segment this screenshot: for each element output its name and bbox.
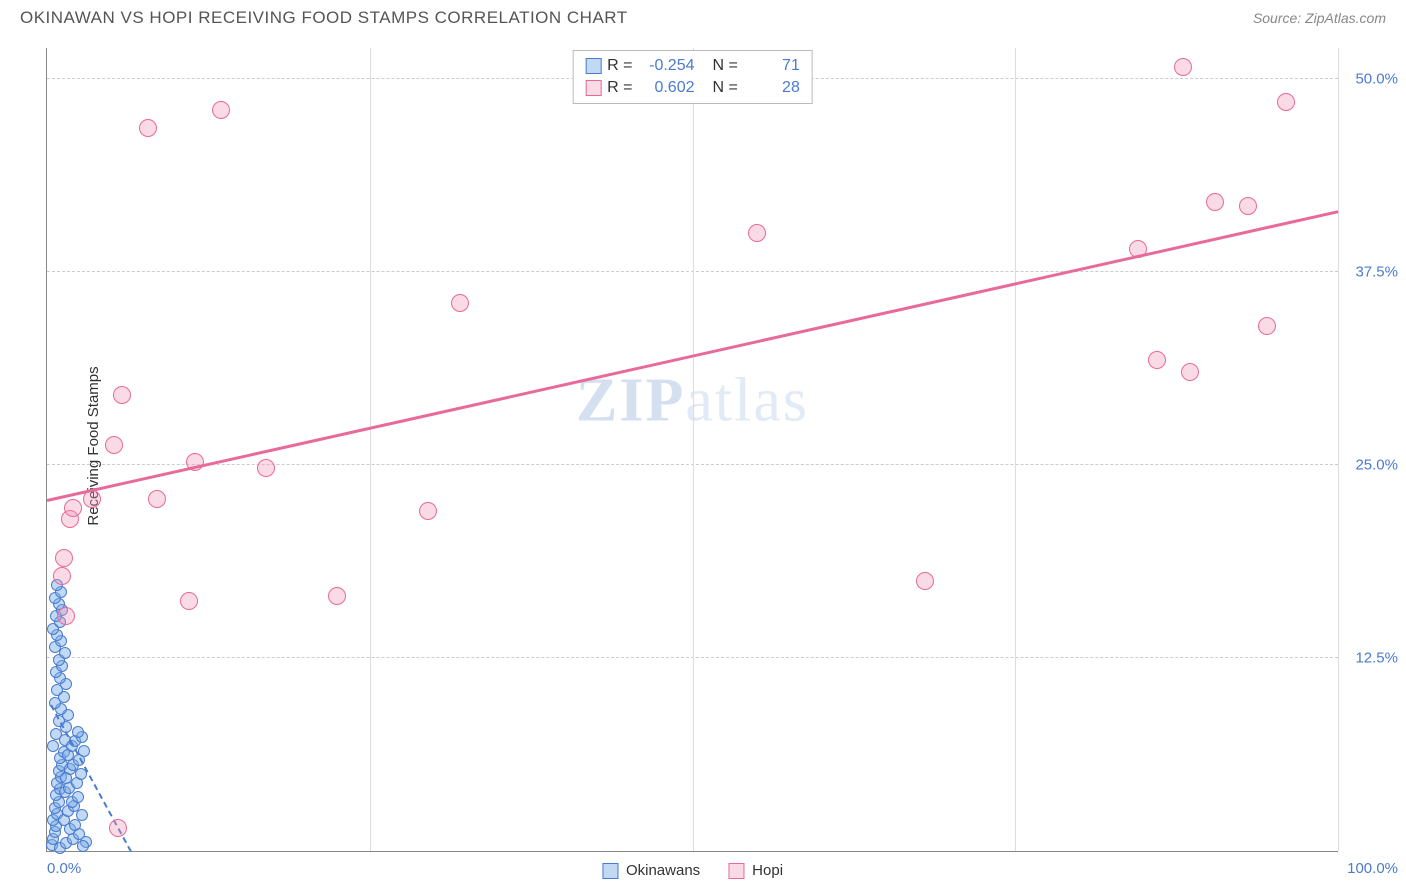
data-point-hopi (105, 436, 123, 454)
x-tick-max: 100.0% (1347, 860, 1398, 877)
data-point-hopi (1174, 58, 1192, 76)
data-point-hopi (257, 459, 275, 477)
r-label: R = (607, 79, 632, 97)
x-tick-min: 0.0% (47, 860, 81, 877)
data-point-okinawans (76, 809, 88, 821)
data-point-hopi (57, 607, 75, 625)
gridline-v (693, 48, 694, 851)
data-point-hopi (1258, 317, 1276, 335)
data-point-hopi (64, 499, 82, 517)
legend-label-hopi: Hopi (752, 862, 783, 879)
chart-header: OKINAWAN VS HOPI RECEIVING FOOD STAMPS C… (0, 0, 1406, 32)
data-point-okinawans (72, 726, 84, 738)
data-point-hopi (1239, 197, 1257, 215)
n-value-okinawans: 71 (744, 57, 800, 75)
data-point-hopi (139, 119, 157, 137)
data-point-hopi (53, 567, 71, 585)
swatch-hopi-icon (728, 863, 744, 879)
gridline-v (1015, 48, 1016, 851)
data-point-hopi (748, 224, 766, 242)
y-tick-label: 25.0% (1355, 456, 1398, 473)
data-point-hopi (180, 592, 198, 610)
gridline-v (370, 48, 371, 851)
legend-item-hopi: Hopi (728, 862, 783, 879)
data-point-hopi (328, 587, 346, 605)
data-point-hopi (1148, 351, 1166, 369)
swatch-hopi-icon (585, 80, 601, 96)
data-point-hopi (109, 819, 127, 837)
data-point-hopi (55, 549, 73, 567)
r-label: R = (607, 57, 632, 75)
data-point-hopi (113, 386, 131, 404)
r-value-okinawans: -0.254 (639, 57, 695, 75)
data-point-okinawans (77, 840, 89, 852)
n-label: N = (713, 57, 738, 75)
n-value-hopi: 28 (744, 79, 800, 97)
data-point-okinawans (59, 647, 71, 659)
scatter-chart: ZIPatlas R = -0.254 N = 71 R = 0.602 N =… (46, 48, 1338, 852)
data-point-hopi (1181, 363, 1199, 381)
data-point-okinawans (72, 791, 84, 803)
data-point-hopi (148, 490, 166, 508)
data-point-hopi (451, 294, 469, 312)
data-point-hopi (419, 502, 437, 520)
legend-item-okinawans: Okinawans (602, 862, 700, 879)
legend-label-okinawans: Okinawans (626, 862, 700, 879)
swatch-okinawans-icon (602, 863, 618, 879)
data-point-hopi (1277, 93, 1295, 111)
r-value-hopi: 0.602 (639, 79, 695, 97)
data-point-hopi (212, 101, 230, 119)
y-tick-label: 12.5% (1355, 649, 1398, 666)
stats-row-okinawans: R = -0.254 N = 71 (585, 55, 800, 77)
gridline-v (1338, 48, 1339, 851)
data-point-hopi (916, 572, 934, 590)
source-label: Source: ZipAtlas.com (1253, 10, 1386, 26)
stats-legend-box: R = -0.254 N = 71 R = 0.602 N = 28 (572, 50, 813, 104)
data-point-okinawans (47, 740, 59, 752)
y-tick-label: 50.0% (1355, 70, 1398, 87)
legend-bottom: Okinawans Hopi (602, 862, 783, 879)
chart-title: OKINAWAN VS HOPI RECEIVING FOOD STAMPS C… (20, 8, 628, 28)
y-tick-label: 37.5% (1355, 263, 1398, 280)
data-point-okinawans (78, 745, 90, 757)
n-label: N = (713, 79, 738, 97)
data-point-hopi (1206, 193, 1224, 211)
swatch-okinawans-icon (585, 58, 601, 74)
stats-row-hopi: R = 0.602 N = 28 (585, 77, 800, 99)
